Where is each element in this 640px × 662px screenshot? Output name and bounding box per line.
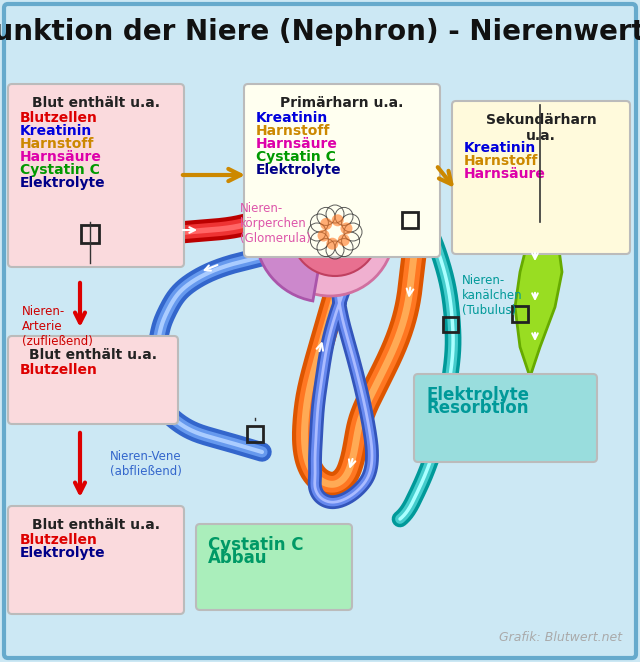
Text: Nieren-
Arterie
(zufließend): Nieren- Arterie (zufließend) [22,305,93,348]
FancyBboxPatch shape [8,336,178,424]
Wedge shape [255,163,325,301]
FancyBboxPatch shape [4,4,636,658]
Circle shape [326,238,339,250]
Text: Nieren-
kanälchen
(Tubulus): Nieren- kanälchen (Tubulus) [462,274,523,317]
Text: Elektrolyte: Elektrolyte [426,386,529,404]
Text: Elektrolyte: Elektrolyte [20,176,106,190]
Text: Harnstoff: Harnstoff [256,124,330,138]
FancyBboxPatch shape [8,506,184,614]
Text: Kreatinin: Kreatinin [464,141,536,155]
Text: Harnsäure: Harnsäure [256,137,338,151]
Text: Nieren-
körperchen
(Glomerula): Nieren- körperchen (Glomerula) [240,202,311,245]
Circle shape [291,188,379,276]
Text: Blutzellen: Blutzellen [20,363,98,377]
Text: Kreatinin: Kreatinin [20,124,92,138]
FancyBboxPatch shape [8,84,184,267]
Text: Blut enthält u.a.: Blut enthält u.a. [29,348,157,362]
Circle shape [332,214,344,226]
Text: Cystatin C: Cystatin C [256,150,336,164]
Text: Elektrolyte: Elektrolyte [20,546,106,560]
Text: Blutzellen: Blutzellen [20,533,98,547]
Text: Elektrolyte: Elektrolyte [256,163,342,177]
Text: Blutzellen: Blutzellen [20,111,98,125]
Text: Blut enthält u.a.: Blut enthält u.a. [32,96,160,110]
Circle shape [340,222,353,234]
Text: Primärharn u.a.: Primärharn u.a. [280,96,404,110]
Circle shape [317,230,330,242]
Text: Harnstoff: Harnstoff [20,137,94,151]
Text: Grafik: Blutwert.net: Grafik: Blutwert.net [499,631,622,644]
FancyBboxPatch shape [414,374,597,462]
Text: Blut enthält u.a.: Blut enthält u.a. [32,518,160,532]
Polygon shape [515,217,562,377]
Text: Harnsäure: Harnsäure [20,150,102,164]
FancyBboxPatch shape [196,524,352,610]
Circle shape [320,218,332,230]
Text: Cystatin C: Cystatin C [208,536,303,554]
Text: Abbau: Abbau [208,549,268,567]
Circle shape [338,234,350,246]
Text: Resorbtion: Resorbtion [426,399,529,417]
Text: Nieren-Vene
(abfließend): Nieren-Vene (abfließend) [110,450,182,478]
Circle shape [266,168,394,296]
Text: Funktion der Niere (Nephron) - Nierenwerte: Funktion der Niere (Nephron) - Nierenwer… [0,18,640,46]
Text: Harnstoff: Harnstoff [464,154,538,168]
Text: Cystatin C: Cystatin C [20,163,100,177]
FancyBboxPatch shape [244,84,440,257]
Text: Sekundärharn
u.a.: Sekundärharn u.a. [486,113,596,143]
Text: Kreatinin: Kreatinin [256,111,328,125]
FancyBboxPatch shape [452,101,630,254]
Text: Harnsäure: Harnsäure [464,167,546,181]
